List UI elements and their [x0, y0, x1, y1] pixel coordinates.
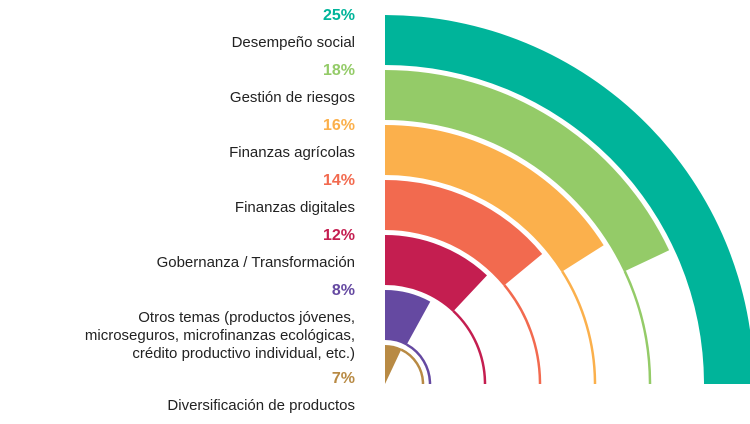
- track-line: [406, 343, 432, 385]
- track-line: [623, 270, 652, 385]
- category-label: Finanzas digitales: [234, 198, 355, 216]
- value-label: 16%: [322, 116, 355, 134]
- value-label: 25%: [322, 6, 355, 24]
- value-label: 7%: [331, 369, 355, 387]
- radial-bar: [385, 290, 431, 346]
- category-label: Gestión de riesgos: [229, 88, 355, 106]
- value-label: 18%: [322, 61, 355, 79]
- track-line: [503, 284, 542, 385]
- value-label: 8%: [331, 281, 355, 299]
- track-line: [400, 348, 425, 385]
- radial-bar: [385, 70, 670, 272]
- track-line: [561, 270, 597, 385]
- radial-bar: [385, 180, 543, 286]
- category-label: Finanzas agrícolas: [229, 143, 355, 161]
- track-line: [452, 310, 487, 385]
- category-label: Gobernanza / Transformación: [156, 253, 355, 271]
- radial-bar: [385, 125, 604, 273]
- category-label: Otros temas (productos jóvenes, microseg…: [84, 308, 355, 362]
- category-label: Desempeño social: [231, 33, 355, 51]
- radial-bar: [385, 15, 750, 384]
- radial-bar: [385, 235, 487, 312]
- category-label: Diversificación de productos: [167, 396, 355, 414]
- value-label: 14%: [322, 171, 355, 189]
- radial-bar: [385, 345, 402, 384]
- value-label: 12%: [322, 226, 355, 244]
